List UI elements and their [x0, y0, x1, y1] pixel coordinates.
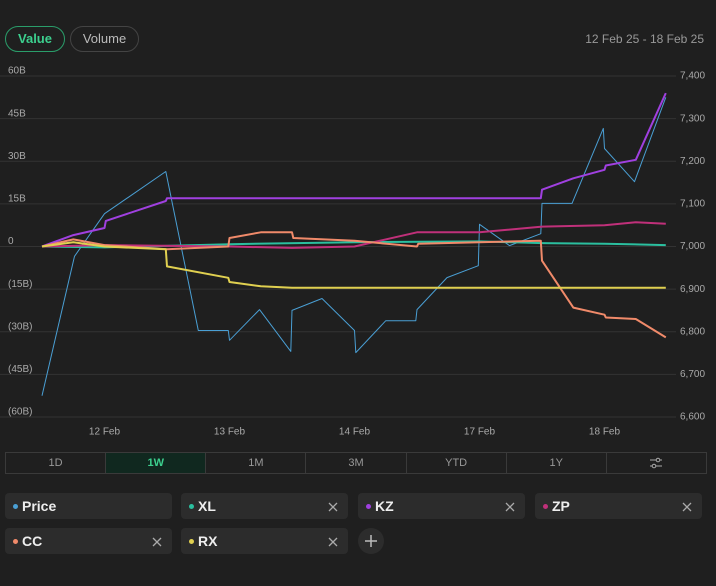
toggle-value[interactable]: Value [5, 26, 65, 52]
y-tick-label: 0 [8, 236, 14, 247]
legend-chip[interactable]: XL [181, 493, 348, 519]
y2-tick-label: 6,600 [680, 412, 705, 423]
legend-chip[interactable]: Price [5, 493, 172, 519]
close-icon [328, 502, 338, 512]
y-tick-label: 30B [8, 151, 26, 162]
date-range: 12 Feb 25 - 18 Feb 25 [585, 32, 704, 46]
series-line [41, 92, 667, 248]
y-tick-label: 15B [8, 194, 26, 205]
y2-tick-label: 7,100 [680, 199, 705, 210]
y-tick-label: (30B) [8, 321, 32, 332]
y-tick-label: (15B) [8, 279, 32, 290]
x-tick-label: 18 Feb [589, 427, 621, 438]
series-line [41, 97, 667, 396]
y2-tick-label: 7,200 [680, 156, 705, 167]
legend-dot [543, 504, 548, 509]
series-line [41, 241, 666, 289]
legend-chip[interactable]: KZ [358, 493, 525, 519]
plus-icon [365, 535, 377, 547]
series-line [41, 231, 667, 339]
close-icon [328, 537, 338, 547]
x-tick-label: 17 Feb [464, 427, 496, 438]
y2-tick-label: 6,700 [680, 369, 705, 380]
range-button[interactable]: 1Y [507, 453, 607, 473]
settings-button[interactable] [607, 453, 706, 473]
legend-dot [189, 504, 194, 509]
legend-label: KZ [375, 498, 394, 514]
y-tick-label: 45B [8, 108, 26, 119]
settings-icon [650, 457, 663, 469]
remove-button[interactable] [328, 497, 338, 516]
legend-dot [13, 539, 18, 544]
y2-tick-label: 6,800 [680, 326, 705, 337]
toggle-volume[interactable]: Volume [70, 26, 139, 52]
remove-button[interactable] [505, 497, 515, 516]
series-line [41, 221, 666, 249]
x-tick-label: 14 Feb [339, 427, 371, 438]
remove-button[interactable] [152, 532, 162, 551]
legend-dot [366, 504, 371, 509]
range-button[interactable]: YTD [407, 453, 507, 473]
y2-tick-label: 6,900 [680, 284, 705, 295]
close-icon [682, 502, 692, 512]
legend-chip[interactable]: ZP [535, 493, 702, 519]
remove-button[interactable] [682, 497, 692, 516]
legend-label: ZP [552, 498, 570, 514]
legend-label: CC [22, 533, 43, 549]
legend-label: RX [198, 533, 218, 549]
range-button[interactable]: 1M [206, 453, 307, 473]
legend-dot [13, 504, 18, 509]
x-tick-label: 13 Feb [214, 427, 246, 438]
range-button[interactable]: 1W [106, 453, 207, 473]
y2-tick-label: 7,000 [680, 241, 705, 252]
y-tick-label: (45B) [8, 364, 32, 375]
range-button[interactable]: 1D [6, 453, 107, 473]
legend-chip[interactable]: RX [181, 528, 348, 554]
chart: 60B 45B 30B 15B 0 (15B) (30B) (45B) (60B) 7,400 7,… [0, 66, 705, 438]
legend-chip[interactable]: CC [5, 528, 172, 554]
range-button[interactable]: 3M [306, 453, 407, 473]
add-series-button[interactable] [358, 528, 384, 554]
legend-label: XL [198, 498, 216, 514]
remove-button[interactable] [328, 532, 338, 551]
y-tick-label: 60B [8, 66, 26, 77]
legend-label: Price [22, 498, 57, 514]
y2-tick-label: 7,300 [680, 113, 705, 124]
close-icon [505, 502, 515, 512]
range-selector: 1D 1W 1M 3M YTD 1Y [5, 452, 707, 474]
legend-dot [189, 539, 194, 544]
y2-tick-label: 7,400 [680, 71, 705, 82]
close-icon [152, 537, 162, 547]
x-tick-label: 12 Feb [89, 427, 121, 438]
y-tick-label: (60B) [8, 407, 32, 418]
